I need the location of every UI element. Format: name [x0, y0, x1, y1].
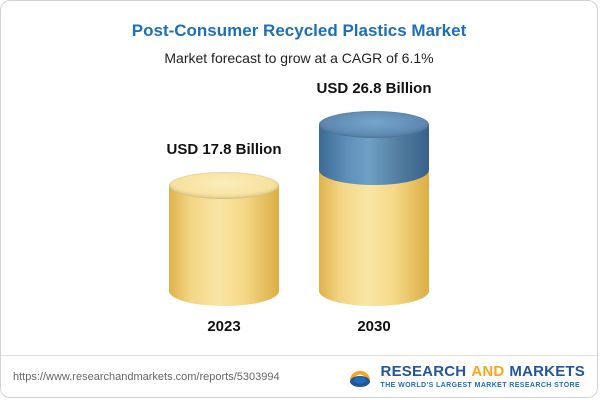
logo-wordmark: RESEARCH AND MARKETS — [381, 364, 585, 379]
chart-subtitle: Market forecast to grow at a CAGR of 6.1… — [164, 50, 434, 66]
cylinder-2030-growth-segment — [319, 111, 429, 186]
bar-group-2023: USD 17.8 Billion 2023 — [149, 141, 299, 335]
cylinder-2030-growth-cap — [319, 111, 429, 138]
category-label-2030: 2030 — [357, 318, 391, 336]
cylinder-2023-cap — [169, 172, 279, 200]
logo-tagline: THE WORLD'S LARGEST MARKET RESEARCH STOR… — [380, 382, 581, 389]
researchandmarkets-globe-icon — [346, 363, 374, 391]
footer: https://www.researchandmarkets.com/repor… — [1, 355, 597, 397]
cylinder-2023 — [169, 172, 279, 307]
cylinder-2030-base-body — [319, 171, 429, 307]
cylinder-2030 — [319, 111, 429, 307]
plot-area: USD 17.8 Billion 2023 USD 26.8 Billion — [1, 80, 597, 335]
bar-group-2030: USD 26.8 Billion 2030 — [299, 80, 449, 335]
value-label-2023: USD 17.8 Billion — [166, 141, 282, 159]
cylinder-2023-segment — [169, 172, 279, 307]
logo-word-and: AND — [471, 363, 505, 380]
cylinder-2023-body — [169, 185, 279, 307]
researchandmarkets-logo: RESEARCH AND MARKETS THE WORLD'S LARGEST M… — [346, 363, 585, 391]
value-label-2030: USD 26.8 Billion — [316, 80, 432, 97]
cylinder-2030-base-segment — [319, 171, 429, 307]
logo-word-research: RESEARCH — [380, 363, 467, 380]
logo-word-markets: MARKETS — [509, 363, 585, 380]
chart-header: Post-Consumer Recycled Plastics Market M… — [1, 1, 597, 66]
category-label-2023: 2023 — [207, 318, 241, 336]
chart-title: Post-Consumer Recycled Plastics Market — [131, 21, 467, 40]
logo-text: RESEARCH AND MARKETS THE WORLD'S LARGEST M… — [381, 364, 585, 389]
source-url: https://www.researchandmarkets.com/repor… — [13, 370, 280, 383]
